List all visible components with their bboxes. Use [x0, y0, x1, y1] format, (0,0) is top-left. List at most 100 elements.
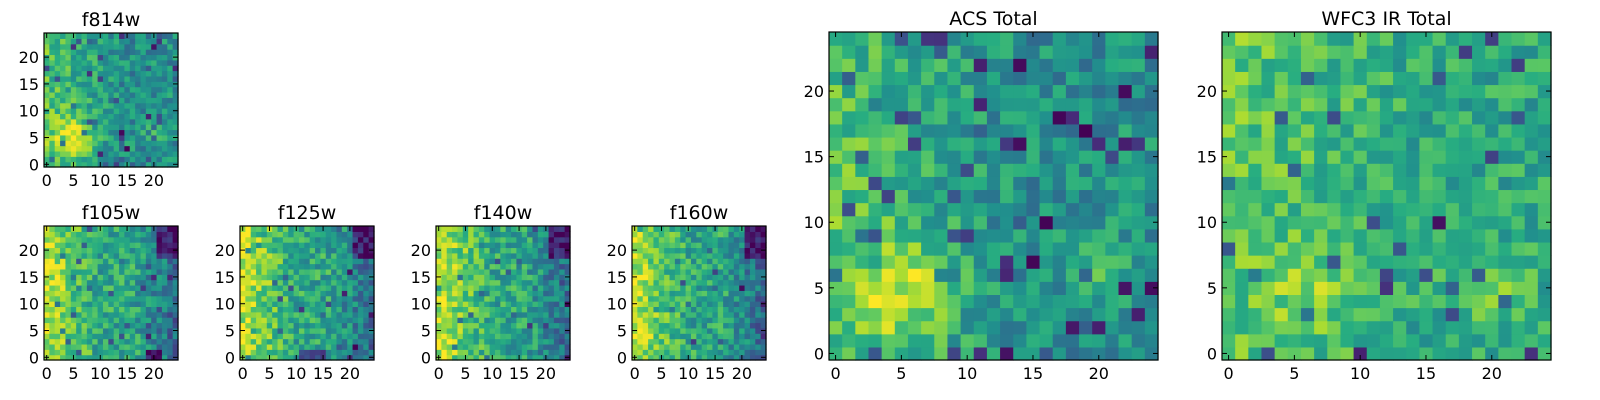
heatmap-cell [140, 295, 147, 302]
heatmap-cell [1379, 110, 1394, 125]
heatmap-cell [642, 236, 649, 243]
heatmap-cell [331, 252, 338, 259]
heatmap-cell [947, 150, 962, 164]
heatmap-cell [60, 252, 67, 259]
heatmap-cell [97, 311, 104, 318]
heatmap-cell [701, 311, 708, 318]
heatmap-cell [81, 306, 88, 313]
heatmap-cell [60, 263, 67, 270]
heatmap-cell [81, 150, 88, 157]
heatmap-cell [49, 333, 56, 340]
heatmap-cell [1118, 45, 1133, 59]
heatmap-cell [156, 43, 163, 50]
heatmap-cell [1353, 97, 1368, 112]
heatmap-cell [65, 306, 72, 313]
heatmap-cell [135, 124, 142, 131]
heatmap-cell [690, 226, 697, 232]
heatmap-cell [124, 236, 131, 243]
heatmap-cell [1300, 346, 1315, 361]
heatmap-cell [293, 258, 300, 265]
heatmap-cell [65, 81, 72, 88]
heatmap-cell [521, 338, 528, 345]
heatmap-cell [49, 150, 56, 157]
heatmap-cell [161, 338, 168, 345]
heatmap-cell [986, 189, 1001, 204]
heatmap-cell [553, 284, 560, 291]
heatmap-cell [1393, 281, 1407, 295]
heatmap-cell [65, 311, 72, 318]
heatmap-cell [81, 140, 88, 147]
heatmap-cell [537, 279, 544, 286]
heatmap-cell [723, 333, 730, 340]
heatmap-cell [739, 284, 746, 291]
heatmap-cell [341, 317, 348, 324]
heatmap-cell [108, 247, 115, 254]
heatmap-cell [86, 311, 93, 318]
heatmap-cell [1327, 241, 1342, 256]
heatmap-cell [44, 295, 50, 302]
heatmap-cell [325, 226, 332, 232]
heatmap-cell [1039, 123, 1054, 138]
heatmap-cell [315, 322, 321, 329]
heatmap-cell [717, 343, 724, 350]
heatmap-cell [293, 252, 300, 259]
heatmap-cell [341, 343, 348, 350]
heatmap-cell [658, 343, 665, 350]
heatmap-cell [315, 252, 321, 259]
heatmap-cell [1524, 123, 1539, 138]
heatmap-cell [76, 311, 83, 318]
heatmap-cell [102, 247, 109, 254]
heatmap-cell [304, 317, 311, 324]
heatmap-cell [1458, 307, 1473, 322]
heatmap-cell [696, 258, 703, 265]
heatmap-cell [102, 86, 109, 93]
heatmap-cell [701, 349, 708, 356]
heatmap-cell [505, 295, 512, 302]
heatmap-cell [113, 75, 120, 82]
heatmap-cell [484, 301, 491, 307]
heatmap-cell [648, 317, 655, 324]
heatmap-cell [973, 123, 988, 138]
heatmap-cell [161, 231, 168, 238]
heatmap-cell [161, 81, 168, 88]
heatmap-cell [309, 354, 316, 361]
heatmap-cell [664, 226, 671, 232]
heatmap-cell [1000, 163, 1014, 177]
heatmap-cell [124, 97, 131, 104]
heatmap-cell [49, 91, 56, 98]
heatmap-cell [707, 258, 713, 265]
heatmap-cell [49, 263, 56, 270]
heatmap-cell [894, 202, 909, 217]
heatmap-cell [1327, 58, 1342, 72]
heatmap-cell [947, 32, 962, 46]
heatmap-cell [1000, 215, 1014, 230]
heatmap-cell [986, 45, 1001, 59]
heatmap-cell [1472, 176, 1486, 191]
heatmap-cell [102, 140, 109, 147]
heatmap-cell [1092, 97, 1106, 112]
heatmap-cell [92, 301, 99, 307]
heatmap-cell [1144, 189, 1159, 204]
heatmap-cell [632, 279, 638, 286]
heatmap-cell [108, 102, 115, 109]
heatmap-cell [960, 320, 975, 335]
heatmap-cell [559, 236, 566, 243]
heatmap-cell [934, 163, 949, 177]
heatmap-cell [1406, 268, 1420, 282]
heatmap-cell [1000, 307, 1014, 322]
heatmap-cell [1026, 58, 1041, 72]
heatmap-cell [553, 317, 560, 324]
heatmap-cell [1419, 176, 1434, 191]
heatmap-cell [167, 156, 174, 163]
heatmap-cell [113, 86, 120, 93]
heatmap-cell [728, 333, 735, 340]
heatmap-cell [49, 258, 56, 265]
heatmap-cell [516, 290, 523, 297]
heatmap-cell [325, 279, 332, 286]
heatmap-cell [1092, 281, 1106, 295]
heatmap-cell [1327, 333, 1342, 348]
heatmap-cell [135, 226, 142, 232]
heatmap-cell [1235, 268, 1249, 282]
heatmap-cell [484, 247, 491, 254]
heatmap-cell [245, 236, 252, 243]
